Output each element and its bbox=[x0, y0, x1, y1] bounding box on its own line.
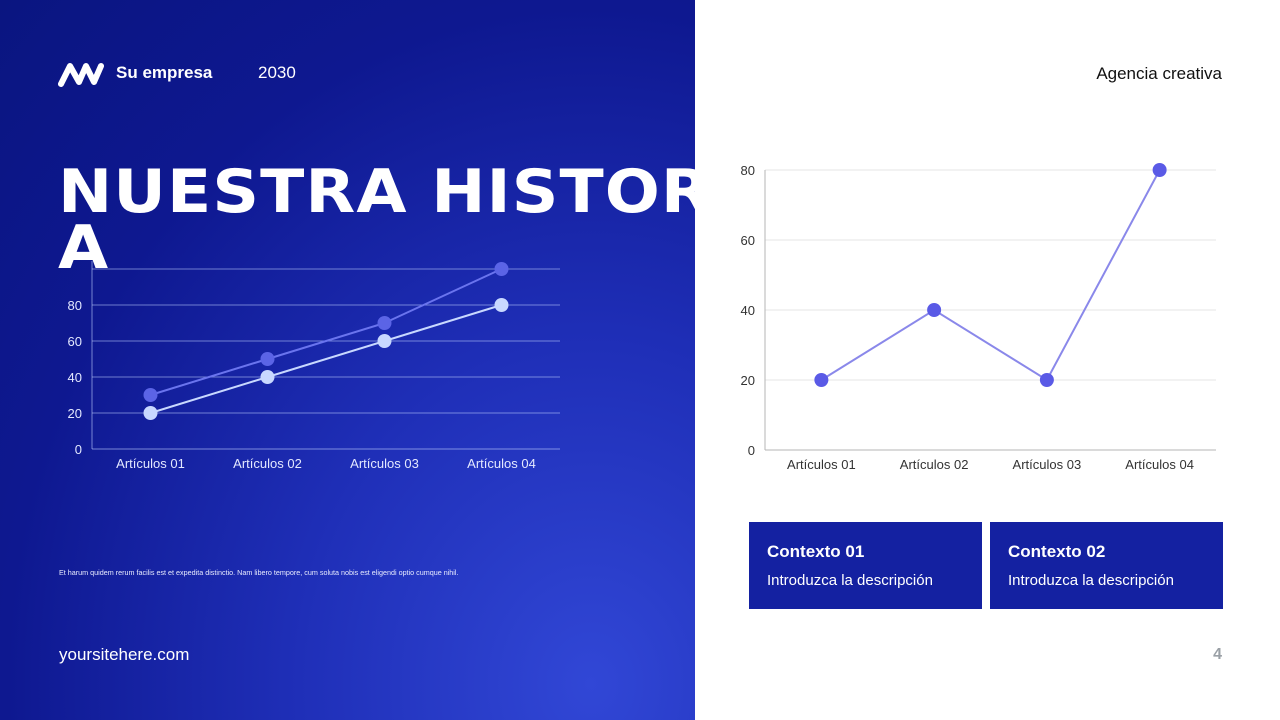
site-link[interactable]: yoursitehere.com bbox=[59, 645, 190, 664]
x-tick-label: Artículos 03 bbox=[1013, 457, 1082, 472]
series-line bbox=[150, 268, 502, 396]
context-card-description: Introduzca la descripción bbox=[1008, 572, 1174, 589]
data-point bbox=[377, 334, 392, 348]
brand-zigzag-icon bbox=[58, 63, 104, 87]
year-label: 2030 bbox=[258, 63, 296, 82]
x-tick-label: Artículos 01 bbox=[787, 457, 856, 472]
y-tick-label: 40 bbox=[68, 370, 82, 385]
page-title: NUESTRA HISTORIA bbox=[58, 157, 738, 283]
right-line-chart: 0 20 40 60 80 Artículos 01 Artículos 02 Artícul… bbox=[741, 163, 1216, 472]
data-point bbox=[377, 316, 392, 330]
y-tick-label: 20 bbox=[68, 406, 82, 421]
data-point bbox=[1152, 163, 1167, 177]
series-line bbox=[150, 304, 502, 414]
x-tick-label: Artículos 02 bbox=[233, 456, 302, 471]
y-tick-label: 0 bbox=[748, 443, 755, 458]
company-name: Su empresa bbox=[116, 63, 213, 82]
y-tick-label: 40 bbox=[741, 303, 755, 318]
left-panel bbox=[0, 0, 695, 720]
data-point bbox=[260, 352, 275, 366]
x-tick-label: Artículos 01 bbox=[116, 456, 185, 471]
y-tick-label: 80 bbox=[68, 298, 82, 313]
data-point bbox=[143, 388, 158, 402]
body-text: Et harum quidem rerum facilis est et exp… bbox=[59, 568, 459, 577]
page-number: 4 bbox=[1213, 646, 1222, 663]
x-tick-label: Artículos 03 bbox=[350, 456, 419, 471]
series-line bbox=[820, 169, 1161, 382]
data-point bbox=[494, 262, 509, 276]
left-line-chart: 0 20 40 60 80 Artículos 01 Artículos 02 Artícul… bbox=[68, 261, 560, 471]
x-tick-label: Artículos 04 bbox=[1125, 457, 1194, 472]
context-card-title: Contexto 02 bbox=[1008, 542, 1106, 561]
y-tick-label: 20 bbox=[741, 373, 755, 388]
y-tick-label: 80 bbox=[741, 163, 755, 178]
data-point bbox=[143, 406, 158, 420]
y-tick-label: 60 bbox=[741, 233, 755, 248]
agency-label: Agencia creativa bbox=[1096, 64, 1222, 83]
data-point bbox=[260, 370, 275, 384]
data-point bbox=[494, 298, 509, 312]
y-tick-label: 0 bbox=[75, 442, 82, 457]
x-tick-label: Artículos 02 bbox=[900, 457, 969, 472]
data-point bbox=[1039, 373, 1054, 387]
y-tick-label: 60 bbox=[68, 334, 82, 349]
context-card-02: Contexto 02 Introduzca la descripción bbox=[990, 522, 1223, 609]
x-tick-label: Artículos 04 bbox=[467, 456, 536, 471]
context-card-title: Contexto 01 bbox=[767, 542, 865, 561]
context-card-description: Introduzca la descripción bbox=[767, 572, 933, 589]
data-point bbox=[814, 373, 829, 387]
context-card-01: Contexto 01 Introduzca la descripción bbox=[749, 522, 982, 609]
data-point bbox=[927, 303, 942, 317]
